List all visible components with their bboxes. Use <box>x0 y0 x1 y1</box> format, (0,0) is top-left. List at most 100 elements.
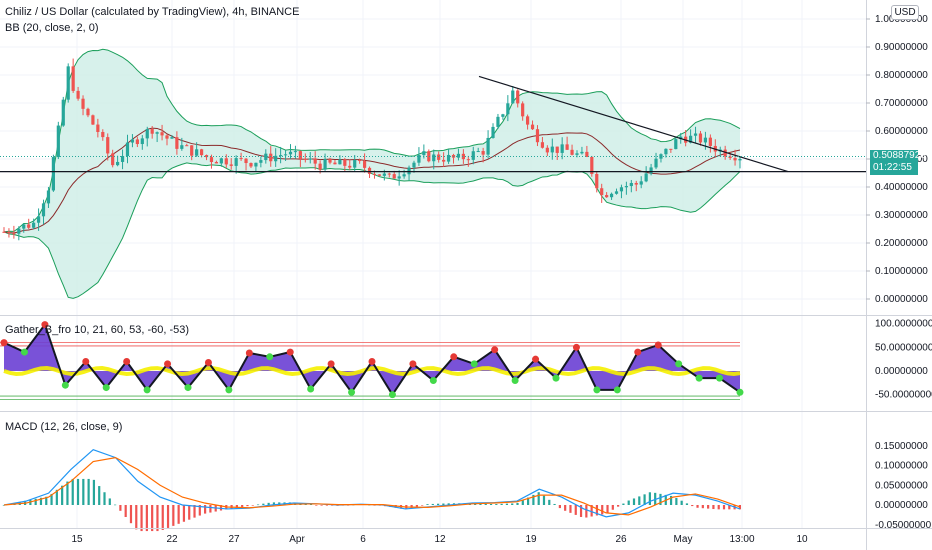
candle-body <box>432 154 436 162</box>
candlestick-series <box>2 58 742 241</box>
macd-histogram-bar <box>50 493 53 505</box>
candle-body <box>377 174 382 176</box>
macd-line <box>3 449 741 518</box>
macd-histogram-bar <box>691 505 694 507</box>
candle-body <box>333 162 337 165</box>
macd-histogram-bar <box>103 492 106 505</box>
currency-button[interactable]: USD <box>891 5 919 20</box>
candle-body <box>101 131 105 138</box>
macd-histogram-bar <box>98 486 101 505</box>
macd-histogram-bar <box>2 505 5 506</box>
symbol-title[interactable]: Chiliz / US Dollar (calculated by Tradin… <box>5 6 300 18</box>
price-tick-label: 0.40000000 <box>875 182 928 193</box>
candle-body <box>501 114 505 117</box>
candle-body <box>328 159 332 163</box>
macd-histogram-bar <box>717 505 720 510</box>
candle-body <box>338 159 342 165</box>
candle-body <box>175 137 179 149</box>
drawing-layer[interactable] <box>0 75 866 173</box>
candle-body <box>323 159 327 170</box>
candle-body <box>140 138 144 145</box>
candle-body <box>27 224 31 228</box>
macd-histogram-bar <box>209 505 212 513</box>
macd-histogram-bar <box>728 505 731 510</box>
candle-body <box>76 90 80 99</box>
macd-histogram-bar <box>172 505 175 526</box>
candle-body <box>214 162 219 164</box>
time-tick-label: 10 <box>796 534 808 545</box>
pivot-high-dot <box>634 348 642 356</box>
candle-body <box>249 163 253 167</box>
candle-body <box>605 195 609 198</box>
time-tick-label: 19 <box>525 534 537 545</box>
macd-histogram-bar <box>415 505 419 507</box>
candle-body <box>229 164 233 166</box>
macd-histogram-bar <box>39 497 43 505</box>
candle-body <box>565 144 569 150</box>
candle-body <box>254 162 258 167</box>
oscillator-legend[interactable]: Gather_B_fro 10, 21, 60, 53, -60, -53) <box>5 324 190 336</box>
macd-histogram-bar <box>166 505 170 528</box>
candle-body <box>7 231 11 234</box>
pivot-high-dot <box>245 349 253 357</box>
macd-histogram-bar <box>124 505 127 518</box>
candle-body <box>629 182 633 187</box>
macd-histogram-bar <box>574 505 577 515</box>
macd-histogram-bar <box>669 495 673 505</box>
macd-histogram-bar <box>177 505 180 524</box>
macd-histogram-bar <box>241 505 244 507</box>
price-tick-label: 0.10000000 <box>875 266 928 277</box>
pivot-high-dot <box>491 346 499 354</box>
pivot-low-dot <box>429 376 437 384</box>
candle-body <box>585 151 589 157</box>
candle-body <box>708 137 712 146</box>
macd-histogram-bar <box>696 505 699 508</box>
candle-body <box>61 99 65 126</box>
osc-tick-label: -50.00000000 <box>875 390 932 401</box>
candle-body <box>382 173 386 176</box>
candle-body <box>511 90 515 104</box>
macd-histogram-bar <box>272 502 276 505</box>
time-tick-label: May <box>674 534 693 545</box>
pivot-low-dot <box>695 374 703 382</box>
macd-tick-label: 0.10000000 <box>875 461 928 472</box>
macd-histogram-bar <box>66 481 69 505</box>
candle-body <box>703 137 708 143</box>
macd-histogram-bar <box>76 478 80 505</box>
price-tick-label: 0.90000000 <box>875 42 928 53</box>
macd-histogram-bar <box>558 505 561 509</box>
macd-histogram-bar <box>564 505 567 511</box>
macd-histogram-bar <box>643 494 646 505</box>
pivot-low-dot <box>184 384 192 392</box>
candle-body <box>698 133 703 143</box>
osc-tick-label: 50.00000000 <box>875 342 932 353</box>
candle-body <box>535 129 540 143</box>
macd-histogram-bar <box>632 498 636 505</box>
candle-body <box>313 158 317 164</box>
candle-body <box>476 151 480 153</box>
candle-body <box>234 158 238 166</box>
price-tick-label: 0.60000000 <box>875 126 928 137</box>
candle-body <box>560 144 564 153</box>
candle-body <box>397 176 401 179</box>
bb-legend[interactable]: BB (20, close, 2, 0) <box>5 22 99 34</box>
macd-histogram-bar <box>325 505 328 506</box>
macd-legend[interactable]: MACD (12, 26, close, 9) <box>5 421 123 433</box>
candle-body <box>456 153 461 158</box>
candle-body <box>664 148 668 155</box>
pivot-low-dot <box>593 386 601 394</box>
macd-histogram-bar <box>198 505 201 516</box>
pivot-low-dot <box>348 388 356 396</box>
candle-body <box>279 155 283 157</box>
macd-histogram-bar <box>442 503 445 505</box>
pivot-low-dot <box>143 386 151 394</box>
candle-body <box>274 155 278 162</box>
macd-histogram-bar <box>680 500 683 505</box>
macd-histogram-bar <box>182 505 186 522</box>
candle-body <box>259 160 263 163</box>
candle-body <box>204 155 209 158</box>
pivot-low-dot <box>552 374 560 382</box>
price-tick-label: 0.30000000 <box>875 210 928 221</box>
macd-histogram-bar <box>611 505 614 510</box>
